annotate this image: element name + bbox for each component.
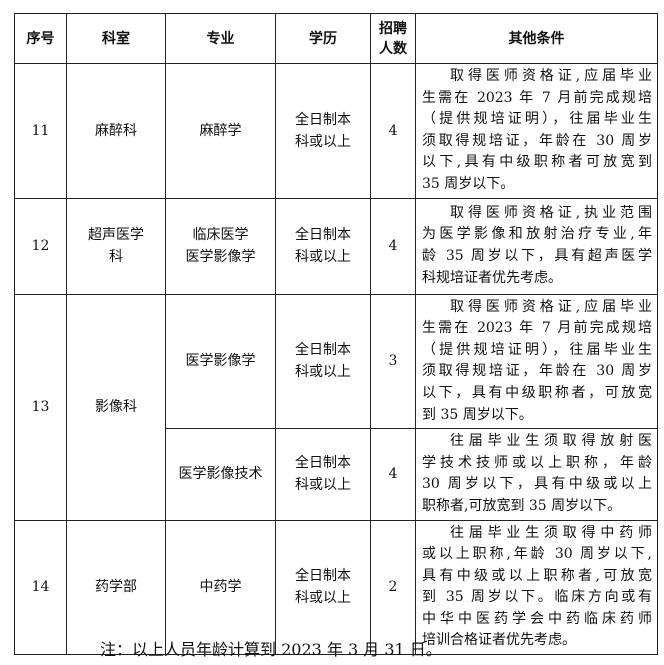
- condition-line: 科规培证者优先考虑。: [422, 269, 562, 286]
- condition-line: 取得医师资格证,执业范围: [450, 204, 652, 221]
- header-education: 学历: [275, 13, 371, 64]
- department-cell: 超声医学科: [66, 197, 166, 295]
- condition-line: 职称者,可放宽到 35 周岁以下。: [422, 497, 622, 514]
- condition-line: 取得医师资格证,应届毕业: [450, 298, 652, 315]
- department-cell: 药学部: [66, 519, 166, 656]
- table-row: 14 药学部 中药学 全日制本 科或以上 2 往届毕业生须取得中药师 或以上职称,年龄 30 …: [14, 519, 658, 656]
- education-cell: 全日制本 科或以上: [275, 428, 371, 521]
- condition-line: 中华中医药学会中药临床药师: [422, 610, 652, 627]
- condition-line: 为医学影像和放射治疗专业,年: [422, 226, 652, 243]
- conditions-cell: 往届毕业生须取得放射医学技术技师或以上职称，年龄 30 周岁以下，具有中级或以上职…: [415, 428, 658, 521]
- education-cell: 全日制本 科或以上: [275, 63, 371, 199]
- education-cell: 全日制本 科或以上: [275, 519, 371, 656]
- serial-cell: 11: [14, 63, 67, 199]
- header-headcount: 招聘 人数: [370, 13, 416, 64]
- department-cell: 麻醉科: [66, 63, 166, 199]
- serial-cell: 13: [14, 293, 67, 521]
- header-serial: 序号: [14, 13, 67, 64]
- condition-line: 以下，具有中级职称者，可放宽: [422, 384, 652, 401]
- headcount-cell: 2: [370, 519, 416, 656]
- table-row: 11 麻醉科 麻醉学 全日制本 科或以上 4 取得医师资格证,应届毕业 生需在 2023 年 …: [14, 63, 658, 199]
- conditions-cell: 往届毕业生须取得中药师或以上职称,年龄 30 周岁以下, 具有中级或以上职称者,可…: [415, 519, 658, 656]
- conditions-cell: 取得医师资格证,应届毕业生需在 2023 年 7 月前完成规培 （提供规培证明），…: [415, 63, 658, 199]
- department-cell: 影像科: [66, 293, 166, 521]
- condition-line: 生需在 2023 年 7 月前完成规培: [422, 89, 652, 106]
- headcount-cell: 4: [370, 63, 416, 199]
- condition-line: 须取得规培证，年龄在 30 周岁: [422, 363, 652, 380]
- major-cell: 医学影像学: [165, 293, 276, 430]
- condition-line: 往届毕业生须取得放射医: [450, 433, 652, 450]
- major-cell: 医学影像技术: [165, 428, 276, 521]
- conditions-cell: 取得医师资格证,执业范围为医学影像和放射治疗专业,年龄 35 周岁以下，具有超声…: [415, 197, 658, 295]
- header-department: 科室: [66, 13, 166, 64]
- table-row: 医学影像技术 全日制本 科或以上 4 往届毕业生须取得放射医学技术技师或以上职称，年龄 3…: [15, 428, 658, 521]
- headcount-cell: 4: [370, 428, 416, 521]
- condition-line: 35 周岁以下。: [422, 175, 515, 192]
- condition-line: （提供规培证明），往届毕业生: [422, 341, 652, 358]
- condition-line: 以下,具有中级职称者可放宽到: [422, 154, 652, 171]
- table-row: 12 超声医学科临床医学 医学影像学 全日制本 科或以上 4 取得医师资格证,执业范围 为医学…: [14, 197, 658, 295]
- condition-line: 30 周岁以下，具有中级或以上: [422, 476, 652, 493]
- conditions-cell: 取得医师资格证,应届毕业生需在 2023 年 7 月前完成规培 （提供规培证明），…: [415, 293, 658, 430]
- footnote: 注：以上人员年龄计算到 2023 年 3 月 31 日。: [100, 640, 442, 659]
- condition-line: 到 35 周岁以下。临床方向或有: [422, 589, 652, 606]
- condition-line: 龄 35 周岁以下，具有超声医学: [422, 248, 652, 265]
- headcount-cell: 3: [370, 293, 416, 430]
- header-conditions: 其他条件: [415, 13, 658, 64]
- condition-line: 往届毕业生须取得中药师: [450, 524, 652, 541]
- header-major: 专业: [165, 13, 276, 64]
- major-cell: 中药学: [165, 519, 276, 656]
- condition-line: 学技术技师或以上职称，年龄: [422, 454, 652, 471]
- condition-line: 取得医师资格证,应届毕业: [450, 68, 652, 84]
- header-row: 序号 科室 专业 学历 招聘 人数 其他条件: [14, 13, 658, 64]
- condition-line: 培训合格证者优先考虑。: [422, 632, 576, 649]
- education-cell: 全日制本 科或以上: [275, 197, 371, 295]
- condition-line: 具有中级或以上职称者,可放宽: [422, 567, 652, 584]
- major-cell: 临床医学 医学影像学: [165, 197, 276, 295]
- condition-line: 或以上职称,年龄 30 周岁以下,: [422, 546, 652, 563]
- condition-line: 须取得规培证，年龄在 30 周岁: [422, 132, 652, 149]
- serial-cell: 14: [14, 519, 67, 656]
- table-row: 13 影像科 医学影像学 全日制本 科或以上 3 取得医师资格证,应届毕业 生需在 2023 …: [14, 293, 658, 521]
- education-cell: 全日制本 科或以上: [275, 293, 371, 430]
- condition-line: 生需在 2023 年 7 月前完成规培: [422, 320, 652, 337]
- major-cell: 麻醉学: [165, 63, 276, 199]
- condition-line: （提供规培证明），往届毕业生: [422, 111, 652, 128]
- serial-cell: 12: [14, 197, 67, 295]
- headcount-cell: 4: [370, 197, 416, 295]
- condition-line: 到 35 周岁以下。: [422, 406, 533, 423]
- recruitment-table: 序号 科室 专业 学历 招聘 人数 其他条件 11 麻醉科 麻醉学 全日制本 科或以上 4 取得医师资格…: [14, 13, 658, 656]
